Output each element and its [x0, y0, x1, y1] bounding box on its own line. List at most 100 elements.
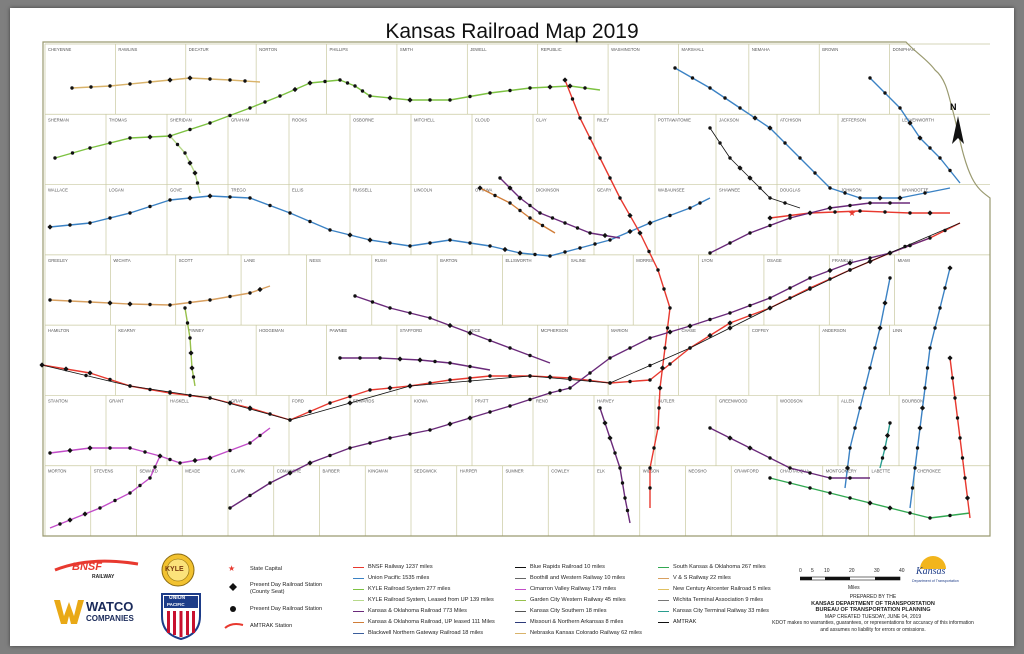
- county-label: RAWLINS: [118, 47, 137, 52]
- legend-line-swatch: [658, 600, 669, 601]
- station-marker: [588, 371, 592, 375]
- legend-line-swatch: [515, 600, 526, 601]
- state-outline: [42, 41, 991, 537]
- county-seat-station-marker: [927, 210, 933, 216]
- county-seat-station-marker: [47, 224, 53, 230]
- county-seat-station-marker: [567, 83, 573, 89]
- county-label: FINNEY: [189, 328, 205, 333]
- station-marker: [468, 376, 472, 380]
- station-marker: [70, 86, 74, 90]
- legend-line-swatch: [353, 633, 364, 634]
- county-seat-station-marker: [947, 265, 953, 271]
- station-marker: [518, 208, 522, 213]
- station-marker: [943, 286, 947, 290]
- station-marker: [848, 268, 852, 272]
- county-label: OSAGE: [767, 258, 782, 263]
- county-label: LANE: [244, 258, 255, 263]
- station-marker: [768, 296, 772, 300]
- county-label: SHERIDAN: [170, 117, 192, 122]
- station-marker: [828, 186, 832, 190]
- county-seat-station-marker: [547, 84, 553, 90]
- station-marker: [208, 298, 212, 302]
- station-marker: [128, 82, 132, 86]
- county-seat-station-marker: [477, 185, 483, 191]
- station-marker: [168, 303, 172, 307]
- north-label: N: [950, 102, 957, 112]
- kyle-northwest: [54, 79, 601, 159]
- station-marker: [168, 457, 172, 462]
- bnsf-logo: BNSF RAILWAY: [50, 554, 140, 584]
- legend-line-swatch: [515, 589, 526, 590]
- county-label: MCPHERSON: [541, 328, 568, 333]
- station-marker: [788, 481, 792, 485]
- station-marker: [328, 453, 332, 458]
- county-label: ELLIS: [292, 188, 304, 193]
- county-seat-station-marker: [607, 435, 613, 441]
- county-label: KEARNY: [118, 328, 135, 333]
- station-marker: [538, 211, 542, 215]
- county-label: CHEYENNE: [48, 47, 71, 52]
- legend-county-seat: Present Day Railroad Station (County Sea…: [250, 582, 323, 595]
- county-label: FORD: [292, 398, 304, 403]
- prepared-line1: PREPARED BY THE: [849, 594, 897, 600]
- station-marker: [428, 98, 432, 102]
- station-marker: [148, 387, 152, 392]
- legend-railroad-label: BNSF Railway 1237 miles: [368, 564, 433, 570]
- scale-tick-label: 5: [811, 568, 814, 574]
- county-seat-station-marker: [907, 120, 913, 126]
- station-marker: [708, 126, 712, 130]
- station-marker: [228, 294, 232, 299]
- county-label: RUSSELL: [353, 188, 373, 193]
- county-seat-station-marker: [647, 220, 653, 226]
- legend-railroad-label: Kansas City Southern 18 miles: [530, 608, 607, 614]
- station-marker: [938, 156, 942, 160]
- station-marker: [563, 221, 567, 225]
- county-label: MONTGOMERY: [826, 469, 857, 474]
- county-seat-station-marker: [407, 383, 413, 389]
- map-sheet: CHEYENNE RAWLINS DECATUR NORTON PHILLIPS SMIT…: [10, 8, 1014, 646]
- county-label: GEARY: [597, 188, 612, 193]
- county-seat-station-marker: [767, 215, 773, 221]
- scale-tick-label: 20: [849, 568, 855, 574]
- county-seat-station-marker: [517, 195, 523, 201]
- county-seat-station-marker: [188, 350, 194, 356]
- county-seat-station-marker: [884, 432, 891, 439]
- county-label: FRANKLIN: [832, 258, 853, 263]
- county-label: SMITH: [400, 47, 413, 52]
- station-marker: [668, 213, 672, 218]
- county-label: GREELEY: [48, 258, 68, 263]
- station-marker: [828, 491, 832, 495]
- station-marker: [168, 390, 172, 394]
- county-seat-station-marker: [657, 385, 663, 391]
- legend-railroad-label: New Century Aircenter Railroad 5 miles: [673, 586, 771, 592]
- station-marker: [540, 223, 545, 228]
- station-marker: [628, 379, 632, 384]
- county-seat-station-marker: [517, 250, 523, 256]
- station-marker: [528, 86, 532, 90]
- county-seat-station-marker: [447, 322, 453, 329]
- scale-tick-label: 30: [874, 568, 880, 574]
- station-marker: [768, 196, 772, 200]
- county-label: ELK: [597, 469, 605, 474]
- station-marker: [620, 481, 625, 485]
- legend-line-swatch: [658, 611, 669, 612]
- station-marker: [718, 141, 722, 145]
- county-seat-station-marker: [307, 80, 313, 86]
- county-seat-station-marker: [507, 185, 513, 191]
- station-marker: [888, 201, 892, 205]
- station-marker: [948, 168, 952, 173]
- county-label: WOODSON: [780, 398, 803, 403]
- station-marker: [808, 471, 812, 475]
- station-marker: [378, 356, 382, 360]
- station-marker: [195, 181, 200, 185]
- station-marker: [348, 446, 352, 450]
- county-seat-station-marker: [467, 415, 473, 421]
- county-label: BUTLER: [658, 398, 675, 403]
- station-marker: [848, 203, 852, 208]
- legend-railroad-label: Blackwell Northern Gateway Railroad 18 m…: [368, 630, 484, 636]
- amtrak-station-legend-icon: [224, 623, 244, 629]
- county-label: BOURBON: [902, 398, 923, 403]
- station-marker: [915, 446, 920, 450]
- station-marker: [84, 373, 88, 378]
- station-marker: [548, 391, 552, 395]
